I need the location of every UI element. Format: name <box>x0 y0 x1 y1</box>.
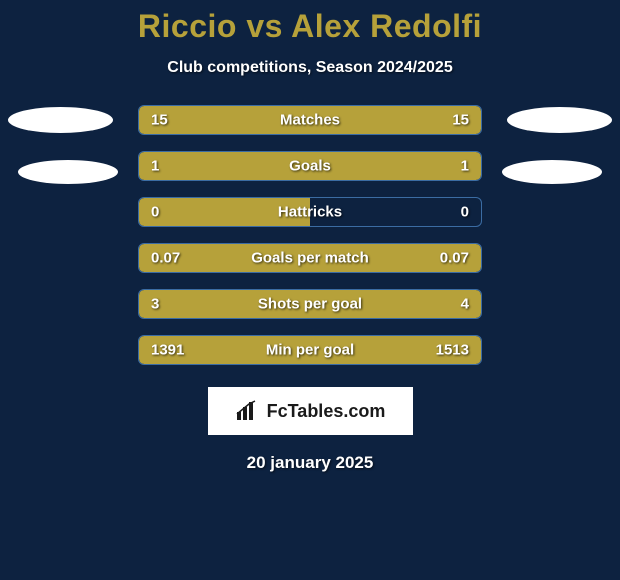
stat-value-left: 3 <box>151 296 159 313</box>
player-right-placeholder-2 <box>502 160 602 184</box>
page-title: Riccio vs Alex Redolfi <box>0 0 620 45</box>
stat-value-right: 1 <box>461 158 469 175</box>
stat-row: 3 4 Shots per goal <box>138 289 482 319</box>
stat-label: Goals <box>289 158 331 175</box>
stat-value-right: 1513 <box>436 342 469 359</box>
fctables-logo: FcTables.com <box>208 387 413 435</box>
stat-value-right: 15 <box>452 112 469 129</box>
comparison-panel: 15 15 Matches 1 1 Goals 0 0 Hattricks 0.07 0.07 Goa… <box>0 105 620 365</box>
stat-label: Shots per goal <box>258 296 362 313</box>
logo-text: FcTables.com <box>267 401 386 422</box>
stat-bar-right <box>310 152 481 180</box>
player-left-placeholder-2 <box>18 160 118 184</box>
stat-value-left: 1391 <box>151 342 184 359</box>
stat-value-left: 0.07 <box>151 250 180 267</box>
stat-row: 0.07 0.07 Goals per match <box>138 243 482 273</box>
stat-value-left: 1 <box>151 158 159 175</box>
stat-label: Goals per match <box>251 250 369 267</box>
stat-row: 0 0 Hattricks <box>138 197 482 227</box>
stat-value-right: 4 <box>461 296 469 313</box>
stat-value-right: 0 <box>461 204 469 221</box>
stat-row: 15 15 Matches <box>138 105 482 135</box>
subtitle: Club competitions, Season 2024/2025 <box>0 59 620 77</box>
stat-label: Hattricks <box>278 204 342 221</box>
stat-label: Matches <box>280 112 340 129</box>
stats-list: 15 15 Matches 1 1 Goals 0 0 Hattricks 0.07 0.07 Goa… <box>138 105 482 365</box>
player-left-placeholder-1 <box>8 107 113 133</box>
snapshot-date: 20 january 2025 <box>0 453 620 473</box>
stat-value-right: 0.07 <box>440 250 469 267</box>
stat-row: 1 1 Goals <box>138 151 482 181</box>
stat-row: 1391 1513 Min per goal <box>138 335 482 365</box>
player-right-placeholder-1 <box>507 107 612 133</box>
stat-bar-left <box>139 152 310 180</box>
stat-value-left: 15 <box>151 112 168 129</box>
bar-chart-icon <box>235 400 261 422</box>
stat-label: Min per goal <box>266 342 354 359</box>
stat-value-left: 0 <box>151 204 159 221</box>
